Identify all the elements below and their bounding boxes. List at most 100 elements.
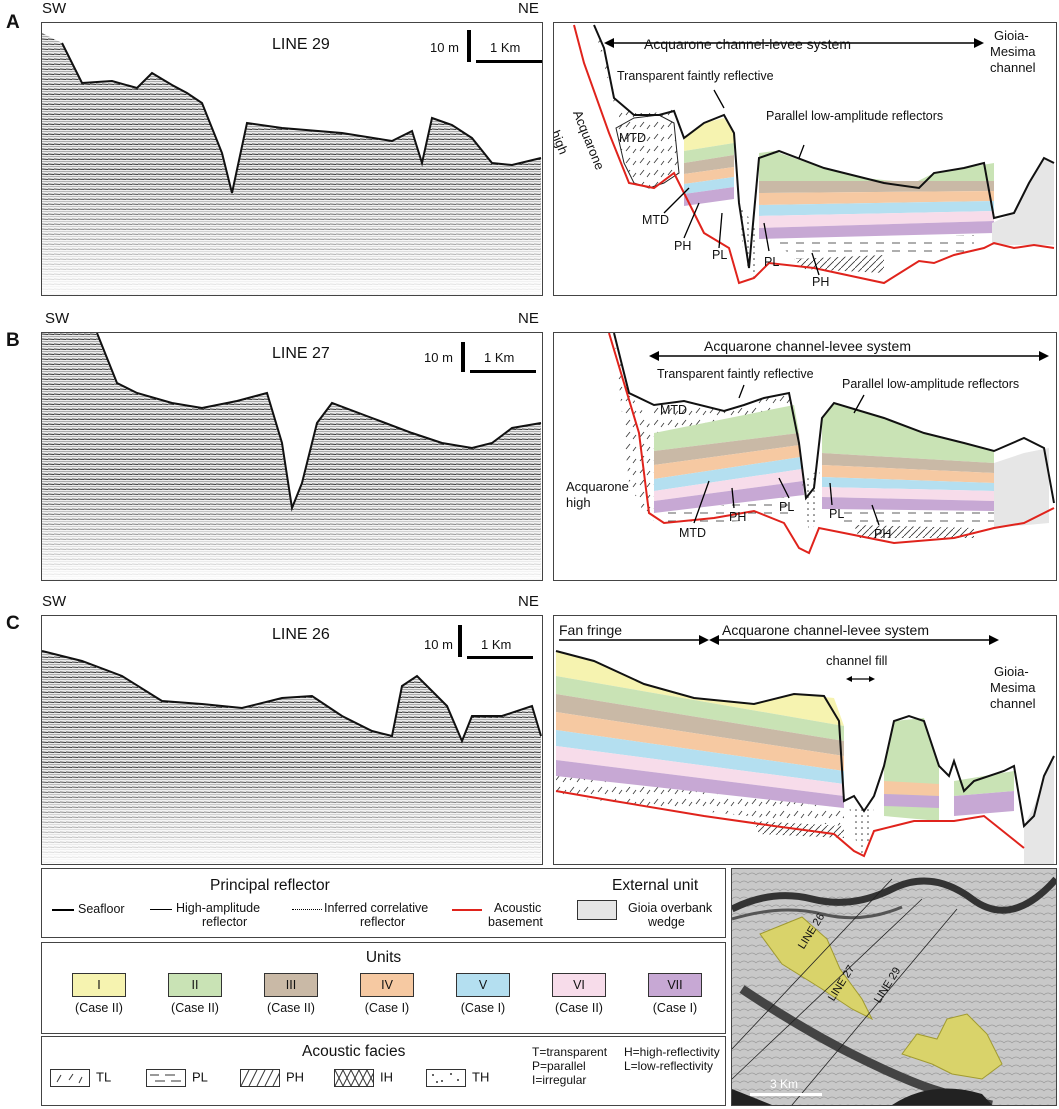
facies-item-ph: PH	[240, 1069, 304, 1087]
key-low-reflectivity: L=low-reflectivity	[624, 1059, 714, 1073]
fan-fringe-label: Fan fringe	[559, 622, 623, 638]
legend-principal-reflector: Principal reflector External unit Seaflo…	[41, 868, 726, 938]
transparent-label: Transparent faintly reflective	[617, 69, 774, 83]
pl-label-2: PL	[764, 255, 780, 269]
facies-code-th: TH	[472, 1069, 490, 1085]
horizontal-scale-label: 1 Km	[490, 40, 521, 55]
horizontal-scale-bar	[467, 656, 533, 659]
legend-title-external: External unit	[612, 877, 699, 894]
unit-item-3: III (Case II)	[256, 973, 326, 1015]
wedge-label-1: Gioia overbank	[628, 901, 713, 915]
ph-label-1: PH	[674, 239, 692, 253]
right-label-3: channel	[990, 696, 1036, 711]
high-amplitude-label-1: High-amplitude	[176, 901, 261, 915]
facies-key-left: T=transparent P=parallel I=irregular	[532, 1045, 607, 1087]
facies-item-pl: PL	[146, 1069, 208, 1087]
facies-code-tl: TL	[96, 1069, 112, 1085]
unit-item-7: VII (Case I)	[640, 973, 710, 1015]
seismic-profile-line-29	[41, 22, 543, 296]
unit-swatch: VI	[552, 973, 606, 997]
panel-letter-b: B	[6, 330, 20, 351]
facies-code-ih: IH	[380, 1069, 393, 1085]
unit-case-label: (Case II)	[555, 1001, 603, 1015]
transparent-label: Transparent faintly reflective	[657, 367, 814, 381]
key-irregular: I=irregular	[532, 1073, 587, 1087]
seismic-image	[42, 333, 542, 580]
seismic-image	[42, 33, 542, 295]
unit-swatch: II	[168, 973, 222, 997]
location-map: LINE 26 LINE 27 LINE 29 3 Km	[731, 868, 1057, 1106]
interpretation-line-27: Acquarone channel-levee system Transpare…	[553, 332, 1057, 581]
interpretation-diagram	[573, 24, 1055, 285]
facies-code-pl: PL	[192, 1069, 208, 1085]
seismic-profile-line-26	[41, 615, 543, 865]
unit-case-label: (Case I)	[652, 1001, 698, 1015]
legend-title-principal: Principal reflector	[210, 877, 330, 894]
units-stack	[556, 651, 1054, 864]
legend-title-units: Units	[365, 949, 402, 966]
basement-label-2: basement	[488, 915, 543, 929]
unit-item-2: II (Case II)	[160, 973, 230, 1015]
interpretation-line-26: Fan fringe Acquarone channel-levee syste…	[553, 615, 1057, 865]
system-label: Acquarone channel-levee system	[722, 622, 930, 638]
panel-letter-c: C	[6, 613, 20, 634]
legend-title-facies: Acoustic facies	[302, 1043, 406, 1060]
unit-item-6: VI (Case II)	[544, 973, 614, 1015]
seismic-profile-line-27	[41, 332, 543, 581]
unit-item-4: IV (Case I)	[352, 973, 422, 1015]
system-label: Acquarone channel-levee system	[704, 338, 912, 354]
direction-ne: NE	[518, 310, 539, 327]
direction-sw: SW	[42, 593, 67, 610]
unit-case-label: (Case II)	[267, 1001, 315, 1015]
unit-item-1: I (Case II)	[64, 973, 134, 1015]
vertical-scale-label: 10 m	[430, 40, 459, 55]
interpretation-diagram	[555, 635, 1055, 864]
horizontal-scale-label: 1 Km	[484, 350, 515, 365]
line-title: LINE 29	[272, 36, 330, 53]
vertical-scale-bar	[467, 30, 471, 62]
unit-swatch: IV	[360, 973, 414, 997]
vertical-scale-bar	[458, 625, 462, 657]
levee-units-left	[654, 405, 804, 525]
direction-ne: NE	[518, 593, 539, 610]
interpretation-diagram	[608, 333, 1055, 555]
ph-pattern-icon	[240, 1069, 280, 1087]
high-label-1: Acquarone	[566, 479, 629, 494]
seismic-image	[42, 650, 542, 864]
facies-item-th: TH	[426, 1069, 489, 1087]
basement-swatch	[452, 909, 482, 911]
unit-case-label: (Case II)	[171, 1001, 219, 1015]
pl-pattern-icon	[146, 1069, 186, 1087]
high-amplitude-swatch	[150, 909, 172, 910]
unit-swatch: VII	[648, 973, 702, 997]
mtd-label-2: MTD	[642, 213, 670, 227]
mtd-label-1: MTD	[619, 131, 647, 145]
vertical-scale-label: 10 m	[424, 350, 453, 365]
legend-units: Units I (Case II) II (Case II) III (Case II) I…	[41, 942, 726, 1034]
unit-case-label: (Case I)	[460, 1001, 506, 1015]
panel-letter-a: A	[6, 12, 20, 33]
unit-case-label: (Case I)	[364, 1001, 410, 1015]
levee-units-right	[822, 403, 1049, 538]
facies-code-ph: PH	[286, 1069, 305, 1085]
unit-swatch: III	[264, 973, 318, 997]
legend-acoustic-facies: Acoustic facies TL PL PH IH TH T=transpa…	[41, 1036, 726, 1106]
inferred-swatch	[292, 909, 322, 910]
inferred-label-2: reflector	[360, 915, 406, 929]
ph-label-1: PH	[729, 510, 747, 524]
bathymetry-map	[732, 869, 1056, 1105]
interpretation-line-29: Acquarone channel-levee system Gioia- Me…	[553, 22, 1057, 296]
mtd-label-1: MTD	[660, 403, 688, 417]
pl-label-2: PL	[829, 507, 845, 521]
right-label-1: Gioia-	[994, 664, 1029, 679]
facies-key-right: H=high-reflectivity L=low-reflectivity	[624, 1045, 720, 1073]
right-label-1: Gioia-	[994, 28, 1029, 43]
map-scale-label: 3 Km	[770, 1077, 799, 1091]
mtd-label-2: MTD	[679, 526, 707, 540]
unit-item-5: V (Case I)	[448, 973, 518, 1015]
high-amplitude-label-2: reflector	[202, 915, 248, 929]
right-label-2: Mesima	[990, 680, 1036, 695]
direction-sw: SW	[42, 0, 67, 17]
right-label-2: Mesima	[990, 44, 1036, 59]
direction-sw: SW	[45, 310, 70, 327]
